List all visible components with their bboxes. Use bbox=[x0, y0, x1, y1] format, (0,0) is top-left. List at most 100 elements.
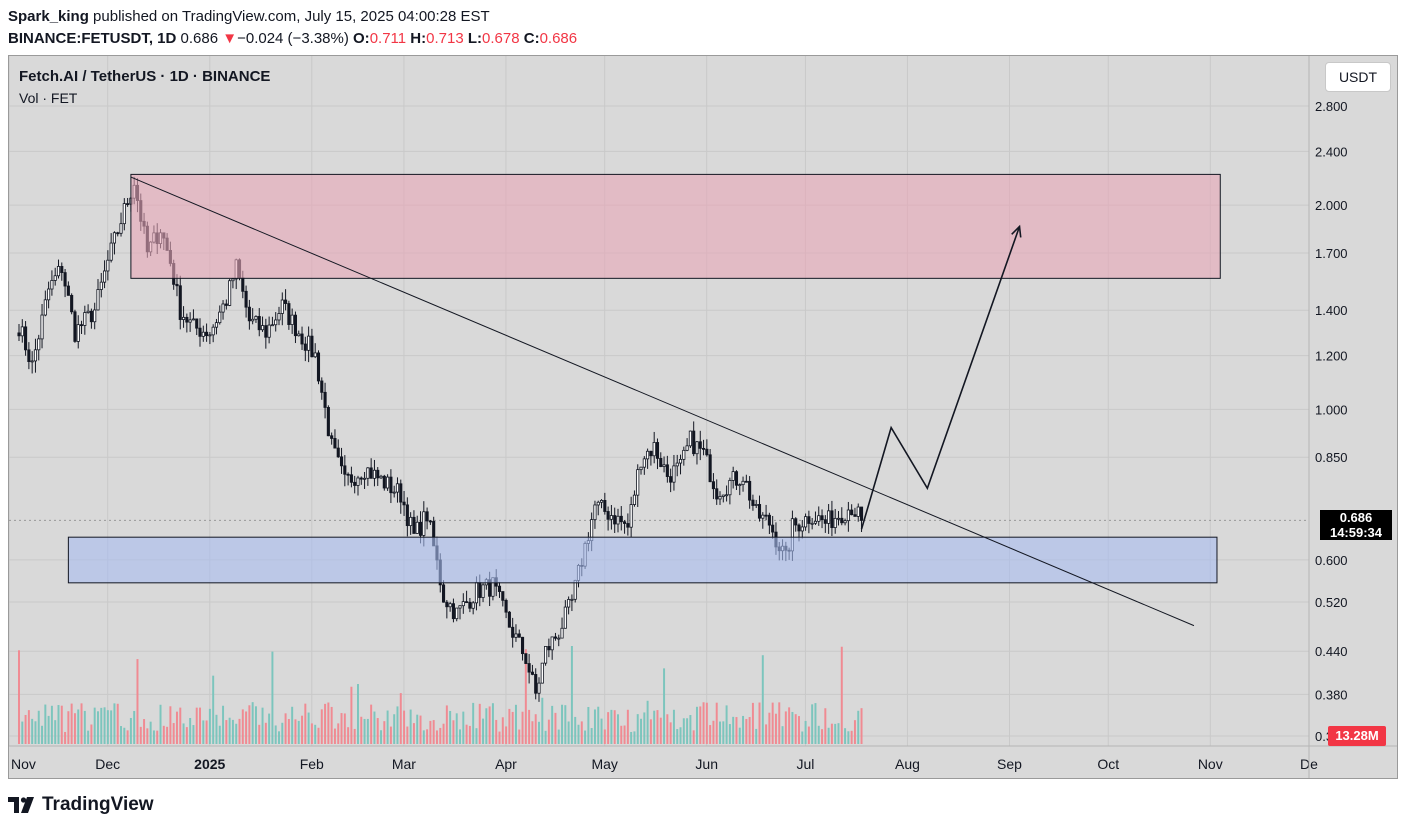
candle-body bbox=[462, 602, 464, 606]
candle-body bbox=[413, 517, 415, 533]
volume-bar bbox=[459, 729, 461, 744]
volume-bar bbox=[703, 702, 705, 744]
volume-bar bbox=[110, 710, 112, 744]
candle-body bbox=[456, 608, 458, 619]
volume-bar bbox=[538, 722, 540, 744]
volume-bar bbox=[663, 668, 665, 744]
open-label: O: bbox=[353, 30, 370, 47]
candle-body bbox=[452, 604, 454, 619]
candle-body bbox=[650, 451, 652, 455]
candle-body bbox=[693, 431, 695, 454]
volume-bar bbox=[219, 726, 221, 744]
open-value: 0.711 bbox=[370, 30, 406, 47]
volume-bar bbox=[578, 725, 580, 744]
volume-bar bbox=[117, 704, 119, 744]
volume-bar bbox=[676, 729, 678, 744]
candle-body bbox=[28, 350, 30, 362]
volume-bar bbox=[709, 725, 711, 744]
volume-bar bbox=[699, 706, 701, 744]
volume-legend: Vol · FET bbox=[19, 90, 77, 106]
volume-bar bbox=[479, 704, 481, 744]
volume-bar bbox=[814, 703, 816, 744]
volume-bar bbox=[127, 730, 129, 744]
candle-body bbox=[502, 592, 504, 601]
volume-bar bbox=[854, 720, 856, 744]
candle-body bbox=[762, 515, 764, 518]
close-label: C: bbox=[524, 30, 540, 47]
volume-bar bbox=[94, 708, 96, 744]
candle-body bbox=[604, 500, 606, 511]
volume-bar bbox=[640, 719, 642, 744]
author-name[interactable]: Spark_king bbox=[8, 8, 89, 25]
candle-body bbox=[712, 482, 714, 489]
volume-bar bbox=[502, 717, 504, 744]
volume-bar bbox=[133, 711, 135, 744]
volume-bar bbox=[683, 718, 685, 744]
candle-body bbox=[814, 521, 816, 523]
candle-body bbox=[673, 466, 675, 482]
volume-bar bbox=[522, 712, 524, 744]
volume-bar bbox=[321, 709, 323, 744]
candle-body bbox=[377, 470, 379, 478]
x-tick-label: Aug bbox=[895, 756, 920, 772]
candle-body bbox=[41, 315, 43, 339]
volume-bar bbox=[291, 707, 293, 744]
symbol-line: BINANCE:FETUSDT, 1D 0.686 ▼−0.024 (−3.38… bbox=[8, 28, 577, 50]
volume-bar bbox=[821, 729, 823, 744]
volume-bar bbox=[834, 724, 836, 744]
candle-body bbox=[758, 504, 760, 518]
volume-bar bbox=[169, 706, 171, 744]
x-tick-label: Mar bbox=[392, 756, 416, 772]
candle-body bbox=[637, 470, 639, 496]
volume-bar bbox=[798, 716, 800, 744]
candle-body bbox=[663, 465, 665, 467]
candle-body bbox=[350, 475, 352, 483]
candle-body bbox=[732, 472, 734, 481]
volume-bar bbox=[396, 706, 398, 744]
y-tick-label: 1.000 bbox=[1315, 402, 1348, 417]
volume-bar bbox=[327, 703, 329, 744]
candle-body bbox=[423, 512, 425, 536]
candle-body bbox=[706, 449, 708, 455]
candle-body bbox=[357, 478, 359, 485]
volume-bar bbox=[630, 732, 632, 744]
volume-bar bbox=[222, 706, 224, 744]
candle-body bbox=[627, 524, 629, 528]
volume-bar bbox=[482, 719, 484, 744]
volume-bar bbox=[403, 711, 405, 744]
low-value: 0.678 bbox=[482, 30, 520, 47]
candle-body bbox=[449, 604, 451, 607]
volume-bar bbox=[518, 730, 520, 744]
volume-bar bbox=[357, 684, 359, 744]
candle-body bbox=[512, 627, 514, 637]
candle-body bbox=[228, 281, 230, 306]
volume-bar bbox=[551, 706, 553, 744]
tradingview-logo[interactable]: TradingView bbox=[8, 794, 154, 816]
volume-bar bbox=[584, 731, 586, 744]
volume-bar bbox=[745, 719, 747, 744]
volume-bar bbox=[245, 711, 247, 744]
candle-body bbox=[851, 510, 853, 515]
currency-button[interactable]: USDT bbox=[1325, 62, 1391, 92]
volume-bar bbox=[380, 730, 382, 744]
candle-body bbox=[120, 224, 122, 234]
volume-bar bbox=[176, 712, 178, 744]
candle-body bbox=[841, 518, 843, 522]
volume-bar bbox=[51, 706, 53, 744]
volume-bar bbox=[268, 714, 270, 744]
volume-bar bbox=[387, 711, 389, 744]
price-chart[interactable]: 2.800 2.400 2.000 1.700 1.400 1.200 1.000 0.850… bbox=[9, 56, 1397, 778]
candle-body bbox=[469, 602, 471, 608]
volume-bar bbox=[123, 728, 125, 744]
volume-bar bbox=[28, 710, 30, 744]
candle-body bbox=[518, 634, 520, 637]
volume-bar bbox=[614, 710, 616, 744]
y-tick-label: 1.400 bbox=[1315, 303, 1348, 318]
candle-body bbox=[196, 319, 198, 328]
volume-bar bbox=[722, 721, 724, 744]
chart-frame[interactable]: 2.800 2.400 2.000 1.700 1.400 1.200 1.000 0.850… bbox=[8, 55, 1398, 779]
candle-body bbox=[294, 315, 296, 336]
volume-bar bbox=[861, 708, 863, 744]
candle-body bbox=[67, 286, 69, 295]
countdown-timer: 14:59:34 bbox=[1320, 525, 1392, 540]
